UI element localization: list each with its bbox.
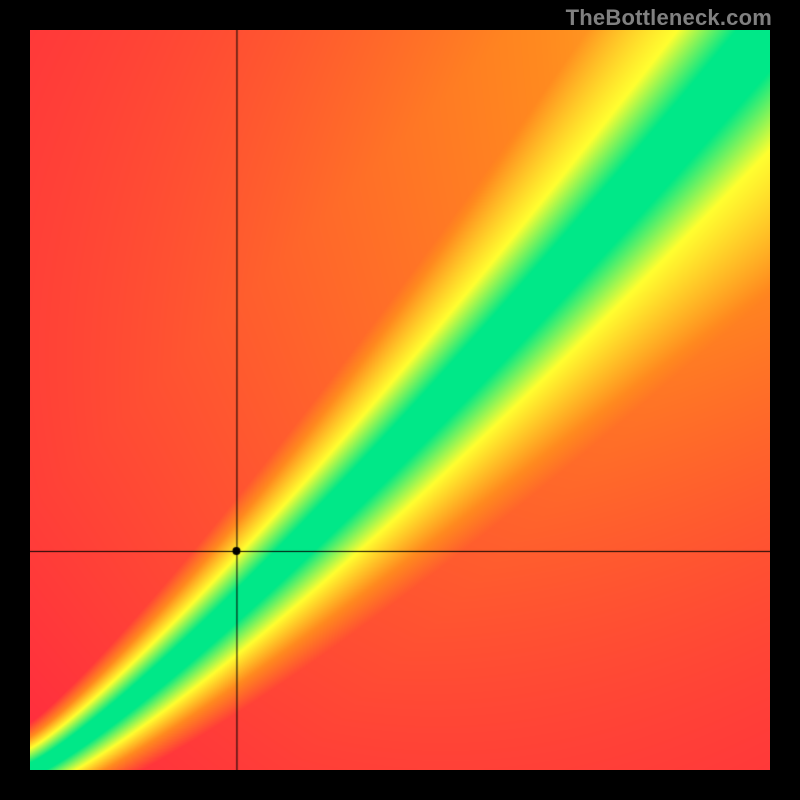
heatmap-canvas [30, 30, 770, 770]
chart-container: TheBottleneck.com [0, 0, 800, 800]
watermark-text: TheBottleneck.com [566, 5, 772, 31]
plot-area [30, 30, 770, 770]
